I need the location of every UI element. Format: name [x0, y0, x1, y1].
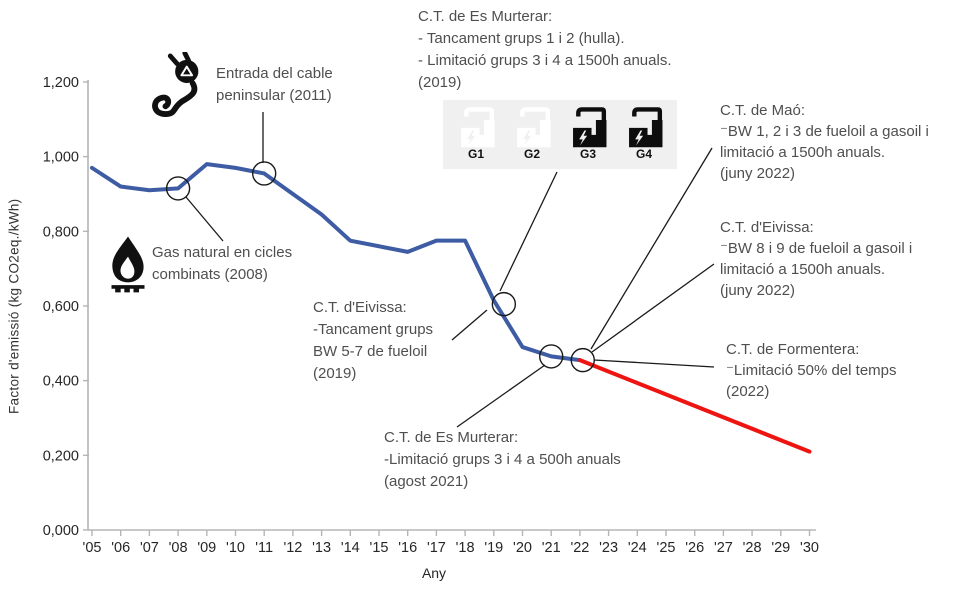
generator-label: G2: [523, 147, 540, 161]
y-tick-label: 0,800: [43, 224, 79, 240]
generator-g2: G2: [507, 105, 557, 161]
flame-icon: [111, 236, 145, 293]
annotation-leader-line: [456, 364, 546, 428]
annotation-leader-line: [499, 171, 558, 292]
annotation-murterar-2021: C.T. de Es Murterar: -Limitació grups 3 …: [384, 429, 621, 490]
x-tick-label: '05: [83, 540, 102, 556]
x-axis-title: Any: [422, 565, 446, 581]
annotation-leader-line: [451, 309, 488, 341]
event-marker-circle: [252, 161, 277, 186]
y-tick-label: 0,600: [43, 299, 79, 315]
generator-label: G4: [635, 147, 652, 161]
x-tick-label: '20: [513, 540, 532, 556]
event-marker-circle: [570, 347, 595, 373]
generator-g3: G3: [563, 105, 613, 161]
generator-g1: G1: [451, 105, 501, 161]
y-tick-label: 0,400: [43, 374, 79, 390]
event-marker-circle: [165, 176, 191, 201]
generator-status-panel: G1 G2 G3 G4: [443, 100, 677, 169]
x-tick-label: '17: [427, 540, 446, 556]
generator-g4: G4: [619, 105, 669, 161]
annotation-leader-line: [590, 147, 713, 350]
x-tick-label: '11: [255, 540, 273, 556]
x-tick-label: '29: [771, 540, 790, 556]
x-tick-label: '18: [456, 540, 475, 556]
x-tick-label: '26: [685, 540, 704, 556]
x-tick-label: '13: [312, 540, 331, 556]
plug-icon: [152, 52, 199, 117]
series-projection-line: [577, 358, 812, 454]
event-marker-circle: [491, 291, 517, 317]
series-historic-line: [90, 162, 582, 363]
x-tick-label: '15: [370, 540, 389, 556]
y-tick-label: 0,200: [43, 448, 79, 464]
annotation-eivissa-2022: C.T. d'Eivissa: ⁻BW 8 i 9 de fueloil a g…: [720, 219, 913, 299]
factory-icon-g4: [629, 107, 663, 148]
y-tick-label: 0,000: [43, 523, 79, 539]
x-tick-label: '22: [570, 540, 589, 556]
x-tick-label: '10: [226, 540, 245, 556]
annotation-murterar-2019: C.T. de Es Murterar: - Tancament grups 1…: [418, 8, 672, 91]
x-tick-label: '08: [169, 540, 188, 556]
x-tick-label: '30: [800, 540, 819, 556]
annotation-leader-line: [591, 263, 715, 353]
x-tick-label: '23: [599, 540, 618, 556]
annotation-leader-line: [185, 196, 224, 242]
factory-icon-g1: [461, 107, 495, 148]
annotation-eivissa-2019: C.T. d'Eivissa: -Tancament grups BW 5-7 …: [313, 299, 434, 382]
x-tick-label: '28: [743, 540, 762, 556]
generator-label: G1: [467, 147, 484, 161]
y-tick-label: 1,200: [43, 75, 79, 91]
annotation-formentera-2022: C.T. de Formentera: ⁻Limitació 50% del t…: [726, 341, 897, 400]
x-tick-label: '25: [657, 540, 676, 556]
x-tick-label: '21: [542, 540, 561, 556]
x-tick-label: '14: [341, 540, 360, 556]
factory-icon-g2: [517, 107, 551, 148]
annotation-leader-line: [593, 359, 715, 368]
factory-icon-g3: [573, 107, 607, 148]
x-tick-label: '06: [111, 540, 130, 556]
x-tick-label: '09: [197, 540, 216, 556]
x-tick-label: '16: [398, 540, 417, 556]
generator-label: G3: [579, 147, 596, 161]
x-tick-label: '12: [283, 540, 302, 556]
x-tick-label: '19: [484, 540, 503, 556]
event-marker-circle: [539, 344, 564, 369]
annotation-mao-2022: C.T. de Maó: ⁻BW 1, 2 i 3 de fueloil a g…: [720, 102, 929, 182]
annotation-cable-2011: Entrada del cable peninsular (2011): [216, 65, 333, 104]
x-tick-label: '27: [714, 540, 733, 556]
x-tick-label: '07: [140, 540, 159, 556]
x-tick-label: '24: [628, 540, 647, 556]
annotation-gas-2008: Gas natural en cicles combinats (2008): [152, 244, 293, 283]
y-axis-title: Factor d'emissió (kg CO2eq./kWh): [6, 198, 22, 414]
y-tick-label: 1,000: [43, 150, 79, 166]
